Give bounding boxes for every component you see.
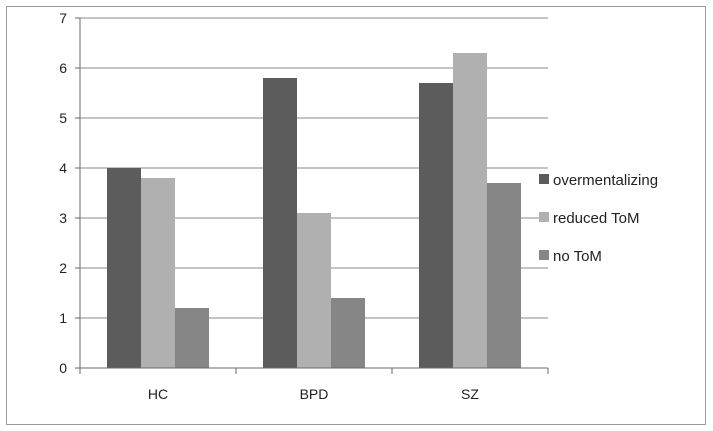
y-tick-label: 7	[59, 10, 67, 26]
bar-overmentalizing	[107, 168, 141, 368]
legend-swatch	[539, 250, 549, 260]
y-tick-label: 3	[59, 210, 67, 226]
y-tick-label: 2	[59, 260, 67, 276]
legend-swatch	[539, 174, 549, 184]
y-tick-label: 4	[59, 160, 67, 176]
legend: overmentalizing reduced ToM no ToM	[539, 172, 658, 265]
x-tick-label: HC	[148, 386, 168, 402]
legend-swatch	[539, 212, 549, 222]
y-tick-label: 0	[59, 360, 67, 376]
bars	[107, 53, 521, 368]
legend-label: no ToM	[553, 248, 602, 265]
bar-reduced-tom	[141, 178, 175, 368]
x-tick-label: BPD	[300, 386, 329, 402]
x-axis: HC BPD SZ	[75, 367, 549, 402]
bar-reduced-tom	[453, 53, 487, 368]
bar-overmentalizing	[419, 83, 453, 368]
y-tick-label: 5	[59, 110, 67, 126]
bar-no-tom	[487, 183, 521, 368]
bar-overmentalizing	[263, 78, 297, 368]
y-tick-label: 6	[59, 60, 67, 76]
legend-label: reduced ToM	[553, 210, 639, 227]
y-tick-label: 1	[59, 310, 67, 326]
bar-no-tom	[175, 308, 209, 368]
legend-label: overmentalizing	[553, 172, 658, 189]
bar-reduced-tom	[297, 213, 331, 368]
y-axis: 0 1 2 3 4 5 6 7	[59, 10, 81, 376]
x-tick-label: SZ	[461, 386, 479, 402]
bar-no-tom	[331, 298, 365, 368]
